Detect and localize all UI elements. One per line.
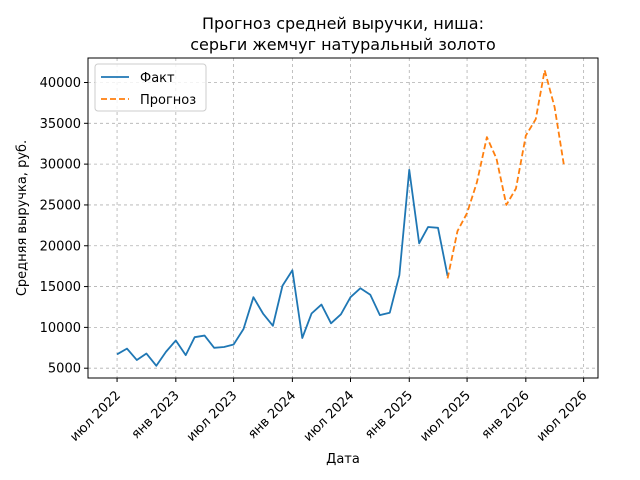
series-layer <box>116 69 566 367</box>
series-line-forecast <box>446 69 566 279</box>
series-line-fact <box>116 168 449 367</box>
chart-title-line1: Прогноз средней выручки, ниша: <box>202 14 484 33</box>
y-tick-label: 5000 <box>48 362 81 377</box>
plot-area-frame <box>87 57 599 379</box>
y-tick-label: 10000 <box>40 321 81 336</box>
x-axis-label: Дата <box>326 452 360 467</box>
y-tick-label: 15000 <box>40 280 81 295</box>
y-tick-label: 25000 <box>40 198 81 213</box>
chart-title-line2: серьги жемчуг натуральный золото <box>190 35 496 54</box>
legend: Факт Прогноз <box>94 63 207 112</box>
y-axis-ticks: 5000 10000 15000 20000 25000 30000 35000 40000 <box>40 76 88 377</box>
y-tick-label: 40000 <box>40 76 81 91</box>
legend-label-forecast: Прогноз <box>140 93 196 108</box>
y-axis-label: Средняя выручка, руб. <box>15 140 30 296</box>
legend-label-fact: Факт <box>140 71 175 86</box>
y-tick-label: 30000 <box>40 158 81 173</box>
y-tick-label: 20000 <box>40 239 81 254</box>
y-tick-label: 35000 <box>40 117 81 132</box>
grid <box>88 58 598 378</box>
